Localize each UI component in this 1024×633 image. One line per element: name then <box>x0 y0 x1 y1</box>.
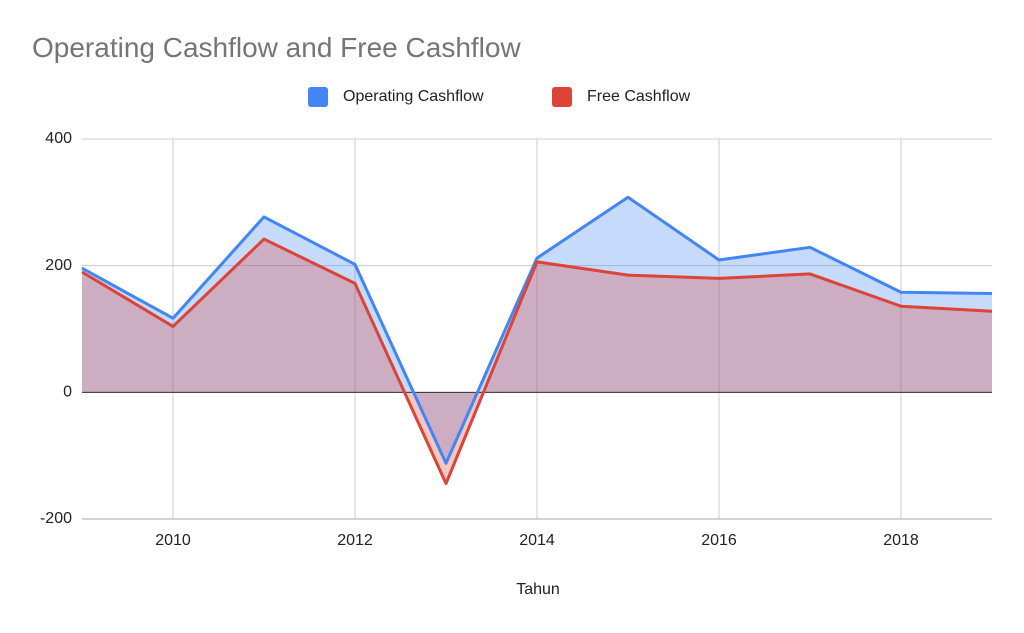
x-tick-label: 2016 <box>701 532 737 549</box>
legend-label: Operating Cashflow <box>343 88 484 105</box>
chart-title: Operating Cashflow and Free Cashflow <box>32 32 521 63</box>
y-tick-label: 400 <box>45 130 72 147</box>
legend-swatch <box>552 87 572 107</box>
area-fill <box>82 239 992 484</box>
legend-label: Free Cashflow <box>587 88 691 105</box>
x-tick-label: 2010 <box>155 532 191 549</box>
legend-swatch <box>308 87 328 107</box>
series-line <box>81 237 993 486</box>
area-fill <box>82 197 992 464</box>
x-tick-label: 2012 <box>337 532 373 549</box>
series-line <box>81 195 993 465</box>
y-tick-label: -200 <box>40 510 72 527</box>
x-tick-label: 2018 <box>883 532 919 549</box>
y-tick-label: 0 <box>63 384 72 401</box>
x-tick-label: 2014 <box>519 532 555 549</box>
y-tick-label: 200 <box>45 257 72 274</box>
x-axis-label: Tahun <box>516 581 560 598</box>
